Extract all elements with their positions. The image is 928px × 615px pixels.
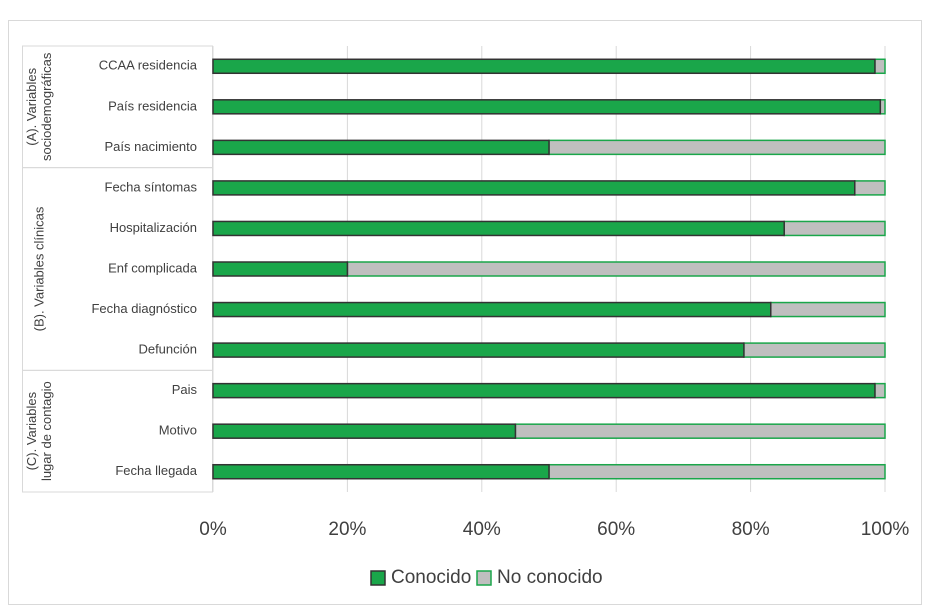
group-label: lugar de contagio	[39, 381, 54, 481]
group-label: (B). Variables clínicas	[31, 206, 46, 331]
bar-no-conocido	[548, 139, 886, 156]
bar-no-conocido	[874, 58, 886, 75]
bar-conocido	[212, 180, 856, 196]
category-label: Hospitalización	[110, 220, 197, 235]
bar-no-conocido	[743, 342, 886, 358]
x-tick-label: 40%	[463, 519, 501, 540]
bar-conocido	[212, 261, 349, 277]
legend: Conocido No conocido	[370, 567, 603, 588]
bar-no-conocido	[770, 301, 886, 318]
group-label: (A). Variables	[24, 67, 39, 145]
legend-swatch-conocido	[370, 570, 386, 586]
category-label: CCAA residencia	[99, 58, 198, 73]
category-labels: CCAA residencia País residencia País nacim…	[91, 58, 197, 478]
category-label: País nacimiento	[105, 139, 198, 154]
bar-conocido	[212, 99, 882, 115]
legend-swatch-no-conocido	[476, 570, 492, 586]
category-label: Enf complicada	[108, 260, 198, 275]
bar-no-conocido	[783, 220, 886, 237]
bar-no-conocido	[548, 463, 886, 480]
bar-conocido	[212, 463, 550, 480]
bar-no-conocido	[346, 261, 886, 277]
bar-no-conocido	[854, 180, 886, 196]
category-label: Pais	[172, 382, 198, 397]
category-label: Fecha síntomas	[105, 179, 198, 194]
x-tick-label: 60%	[597, 519, 635, 540]
x-tick-label: 80%	[732, 519, 770, 540]
category-groups: (A). Variables sociodemográficas (B). Vari…	[22, 45, 213, 493]
x-tick-label: 20%	[328, 519, 366, 540]
category-label: Defunción	[138, 342, 197, 357]
category-label: Fecha llegada	[115, 463, 197, 478]
group-label: sociodemográficas	[39, 52, 54, 161]
category-label: Motivo	[159, 423, 197, 438]
bar-conocido	[212, 382, 876, 399]
bars	[212, 58, 886, 480]
bar-conocido	[212, 220, 785, 237]
x-tick-label: 0%	[199, 519, 227, 540]
x-axis-ticks: 0% 20% 40% 60% 80% 100%	[199, 519, 909, 540]
bar-conocido	[212, 342, 745, 358]
bar-conocido	[212, 139, 550, 156]
category-label: Fecha diagnóstico	[91, 301, 197, 316]
legend-label-no-conocido: No conocido	[497, 567, 603, 588]
bar-no-conocido	[874, 382, 886, 399]
bar-conocido	[212, 301, 772, 318]
x-tick-label: 100%	[861, 519, 910, 540]
bar-conocido	[212, 58, 876, 75]
legend-label-conocido: Conocido	[391, 567, 471, 588]
bar-no-conocido	[514, 423, 886, 439]
group-label: (C). Variables	[24, 391, 39, 470]
category-label: País residencia	[108, 98, 198, 113]
bar-conocido	[212, 423, 517, 439]
